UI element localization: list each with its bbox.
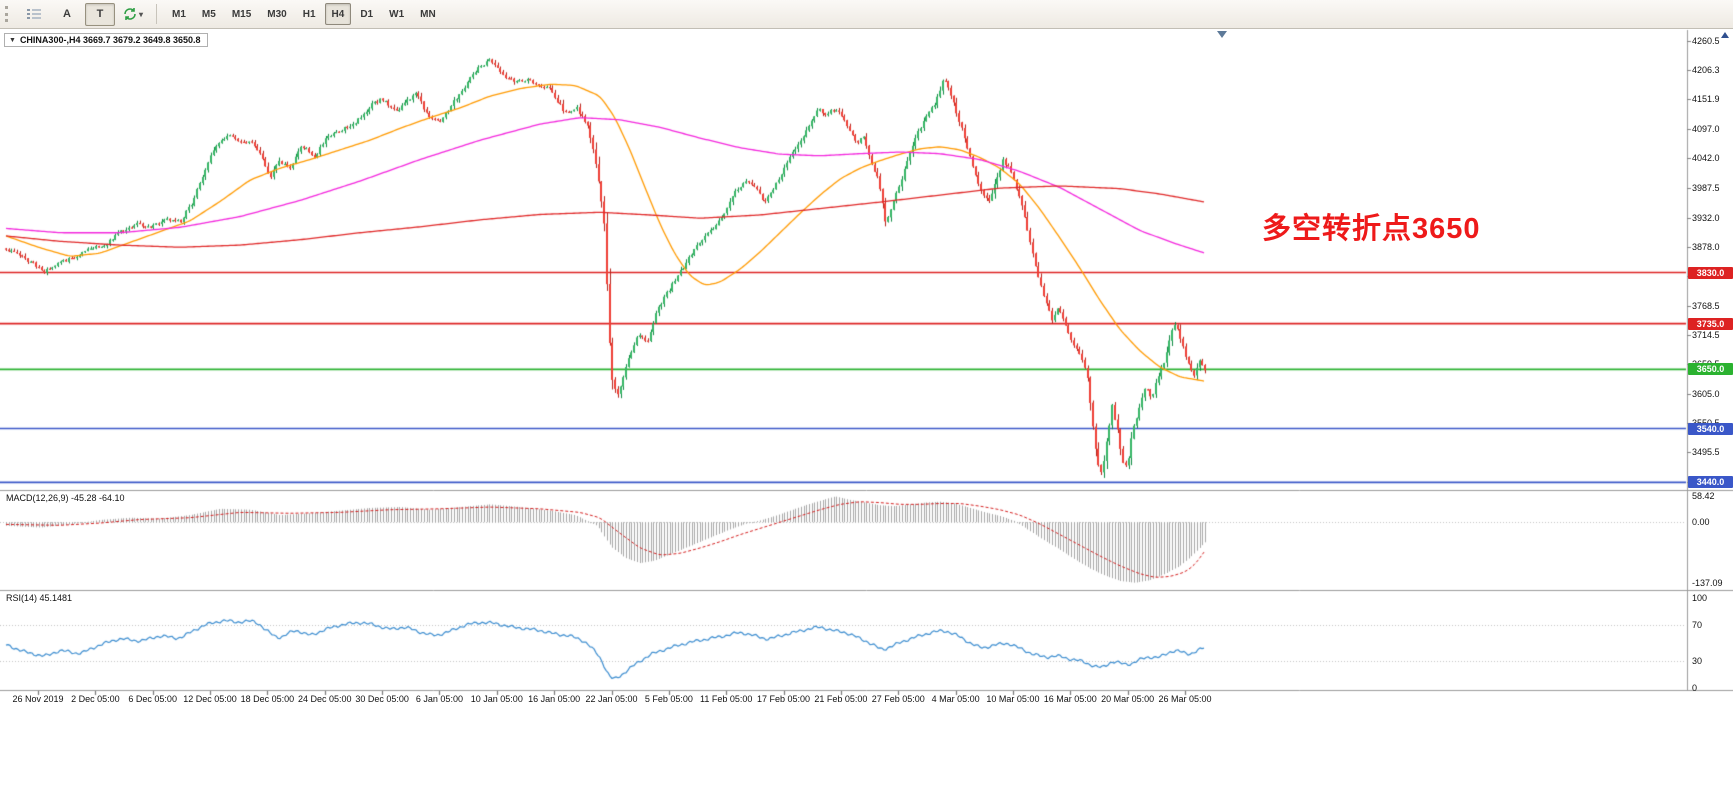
annotation-text: 多空转折点3650 <box>1262 213 1481 245</box>
price-axis-tick: 3932.0 <box>1692 212 1720 223</box>
rsi-axis-tick: 100 <box>1692 593 1708 603</box>
tf-button-mn[interactable]: MN <box>420 8 436 20</box>
timeframe-toolbar: M1 M5 M15 M30 H1 H4 D1 W1 MN <box>165 3 443 25</box>
tf-button-h1[interactable]: H1 <box>302 8 316 20</box>
text-tool-button[interactable]: A <box>63 8 71 20</box>
time-axis-label: 12 Dec 05:00 <box>183 694 237 704</box>
price-axis-tick: 3605.0 <box>1692 388 1720 399</box>
price-axis-tick: 4151.9 <box>1692 94 1720 105</box>
time-axis-label: 5 Feb 05:00 <box>644 694 693 704</box>
dropdown-caret-icon: ▾ <box>139 9 144 19</box>
time-axis-label: 24 Dec 05:00 <box>297 694 352 704</box>
time-axis-label: 20 Mar 05:00 <box>1101 694 1155 704</box>
time-axis-label: 4 Mar 05:00 <box>931 694 980 704</box>
time-axis-label: 10 Mar 05:00 <box>986 694 1040 704</box>
price-axis-tick: 4097.0 <box>1692 123 1720 134</box>
symbol-ohlc-label: CHINA300-,H4 3669.7 3679.2 3649.8 3650.8 <box>19 35 201 45</box>
price-level-badge: 3540.0 <box>1688 422 1733 435</box>
rsi-axis-tick: 30 <box>1692 656 1703 666</box>
tf-button-m5[interactable]: M5 <box>201 8 216 20</box>
time-axis-label: 27 Feb 05:00 <box>871 694 925 704</box>
time-axis-label: 26 Mar 05:00 <box>1158 694 1212 704</box>
macd-axis-tick: 0.00 <box>1692 517 1710 528</box>
time-axis-label: 10 Jan 05:00 <box>470 694 523 704</box>
time-axis-label: 18 Dec 05:00 <box>240 694 295 704</box>
rsi-axis-tick: 70 <box>1692 620 1703 630</box>
arrow-tool-button[interactable]: T <box>85 2 115 26</box>
rsi-axis-tick: 0 <box>1692 683 1698 693</box>
price-axis-tick: 3495.5 <box>1692 447 1720 458</box>
price-axis-tick: 4260.5 <box>1692 35 1720 46</box>
tf-button-d1[interactable]: D1 <box>360 8 374 20</box>
price-level-badge: 3830.0 <box>1688 266 1733 279</box>
time-axis-label: 11 Feb 05:00 <box>700 694 753 704</box>
tf-button-m15[interactable]: M15 <box>231 8 252 20</box>
tf-button-w1[interactable]: W1 <box>389 8 405 20</box>
time-axis-label: 16 Mar 05:00 <box>1043 694 1097 704</box>
time-axis-label: 22 Jan 05:00 <box>585 694 638 704</box>
toolbar-separator <box>156 4 158 24</box>
time-axis-label: 21 Feb 05:00 <box>814 694 868 704</box>
macd-axis-tick: 58.42 <box>1692 491 1715 502</box>
chart-shift-marker[interactable] <box>1217 31 1227 38</box>
time-axis-label: 2 Dec 05:00 <box>71 694 120 704</box>
dropdown-triangle-icon: ▼ <box>9 36 16 44</box>
tf-button-m30[interactable]: M30 <box>267 8 287 20</box>
time-axis-label: 26 Nov 2019 <box>12 694 64 704</box>
toolbar-grip[interactable] <box>5 6 11 22</box>
scroll-top-arrow-icon[interactable] <box>1721 32 1729 38</box>
time-axis-label: 16 Jan 05:00 <box>528 694 581 704</box>
symbol-info-box[interactable]: ▼ CHINA300-,H4 3669.7 3679.2 3649.8 3650… <box>4 33 208 47</box>
macd-axis-tick: -137.09 <box>1692 578 1723 589</box>
price-axis-tick: 3768.5 <box>1692 300 1720 311</box>
time-axis-label: 30 Dec 05:00 <box>355 694 409 704</box>
list-icon <box>27 9 41 19</box>
tf-button-h4[interactable]: H4 <box>324 3 352 25</box>
price-level-badge: 3735.0 <box>1688 317 1733 330</box>
toolbar: A T ▾ M1 M5 M15 M30 H1 H4 D1 W1 MN <box>0 0 1733 29</box>
price-axis-tick: 3714.5 <box>1692 329 1720 340</box>
tf-button-m1[interactable]: M1 <box>172 8 186 20</box>
price-axis-tick: 3878.0 <box>1692 241 1720 252</box>
price-axis-tick: 4206.3 <box>1692 65 1720 76</box>
price-axis-tick: 4042.0 <box>1692 153 1720 164</box>
price-level-badge: 3440.0 <box>1688 476 1733 489</box>
macd-label: MACD(12,26,9) -45.28 -64.10 <box>6 493 125 503</box>
price-axis-tick: 3987.5 <box>1692 182 1720 193</box>
time-axis-label: 6 Jan 05:00 <box>415 694 463 704</box>
cycle-icon <box>124 8 136 20</box>
time-axis-label: 17 Feb 05:00 <box>757 694 811 704</box>
price-level-badge: 3650.0 <box>1688 363 1733 376</box>
time-axis-label: 6 Dec 05:00 <box>128 694 177 704</box>
cycle-tool-button[interactable]: ▾ <box>118 3 148 26</box>
rsi-label: RSI(14) 45.1481 <box>6 593 73 603</box>
chart-list-button[interactable] <box>19 3 49 26</box>
